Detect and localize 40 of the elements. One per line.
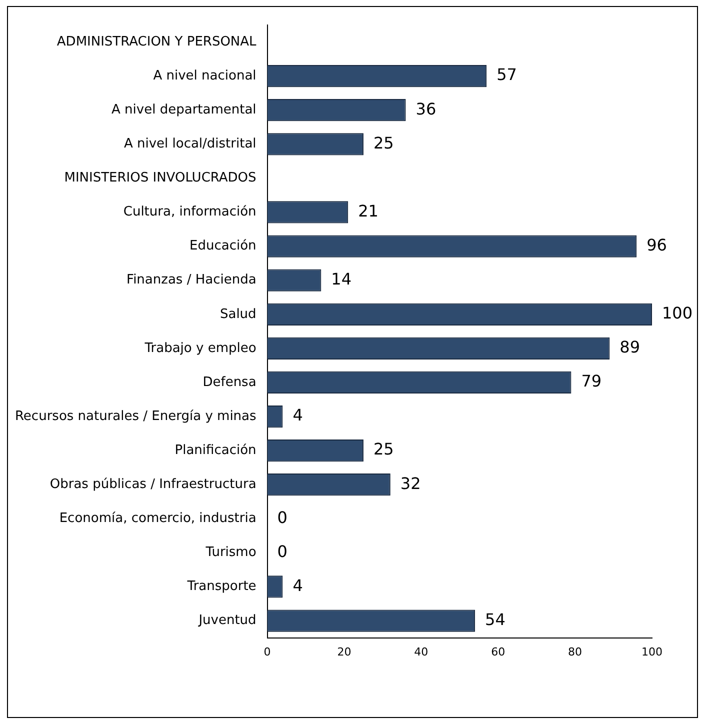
x-tick-label: 0 [264,645,271,658]
data-label: 79 [581,372,602,391]
data-label: 54 [485,610,506,629]
y-tick-label: A nivel nacional [153,68,256,84]
x-tick-label: 100 [642,645,662,658]
x-tick-label: 20 [337,645,352,658]
y-tick-label: Defensa [202,374,256,390]
x-tick-label: 60 [491,645,506,658]
data-label: 25 [373,133,394,152]
data-label: 4 [292,576,303,595]
y-tick-label: A nivel departamental [112,102,256,118]
y-tick-label: MINISTERIOS INVOLUCRADOS [64,170,256,186]
data-label: 0 [277,542,288,561]
y-tick-label: Planificación [174,442,256,458]
y-tick-label: Recursos naturales / Energía y minas [14,408,257,424]
data-label: 0 [277,508,288,527]
x-tick-label: 40 [414,645,428,658]
y-tick-label: Juventud [198,613,256,628]
y-tick-label: Economía, comercio, industria [59,511,256,526]
data-label: 21 [358,201,378,220]
x-tick-label: 80 [568,645,582,658]
data-label: 4 [292,406,303,425]
data-label: 57 [496,65,517,84]
data-label: 89 [620,338,640,357]
y-tick-label: Salud [220,306,256,322]
data-label: 32 [400,474,421,493]
data-label: 36 [416,99,436,118]
data-label: 100 [662,304,693,323]
y-tick-label: Transporte [186,579,256,594]
y-tick-label: Cultura, información [123,204,256,220]
y-tick-label: Educación [190,238,256,254]
y-tick-label: Obras públicas / Infraestructura [50,476,256,492]
y-tick-label: Finanzas / Hacienda [126,272,256,288]
data-label: 96 [646,235,667,254]
data-label: 25 [373,440,394,459]
y-tick-label: Trabajo y empleo [144,340,256,356]
y-tick-label: ADMINISTRACION Y PERSONAL [56,34,258,50]
data-label: 14 [331,269,352,288]
y-tick-label: Turismo [204,545,256,560]
y-tick-label: A nivel local/distrital [124,136,256,152]
